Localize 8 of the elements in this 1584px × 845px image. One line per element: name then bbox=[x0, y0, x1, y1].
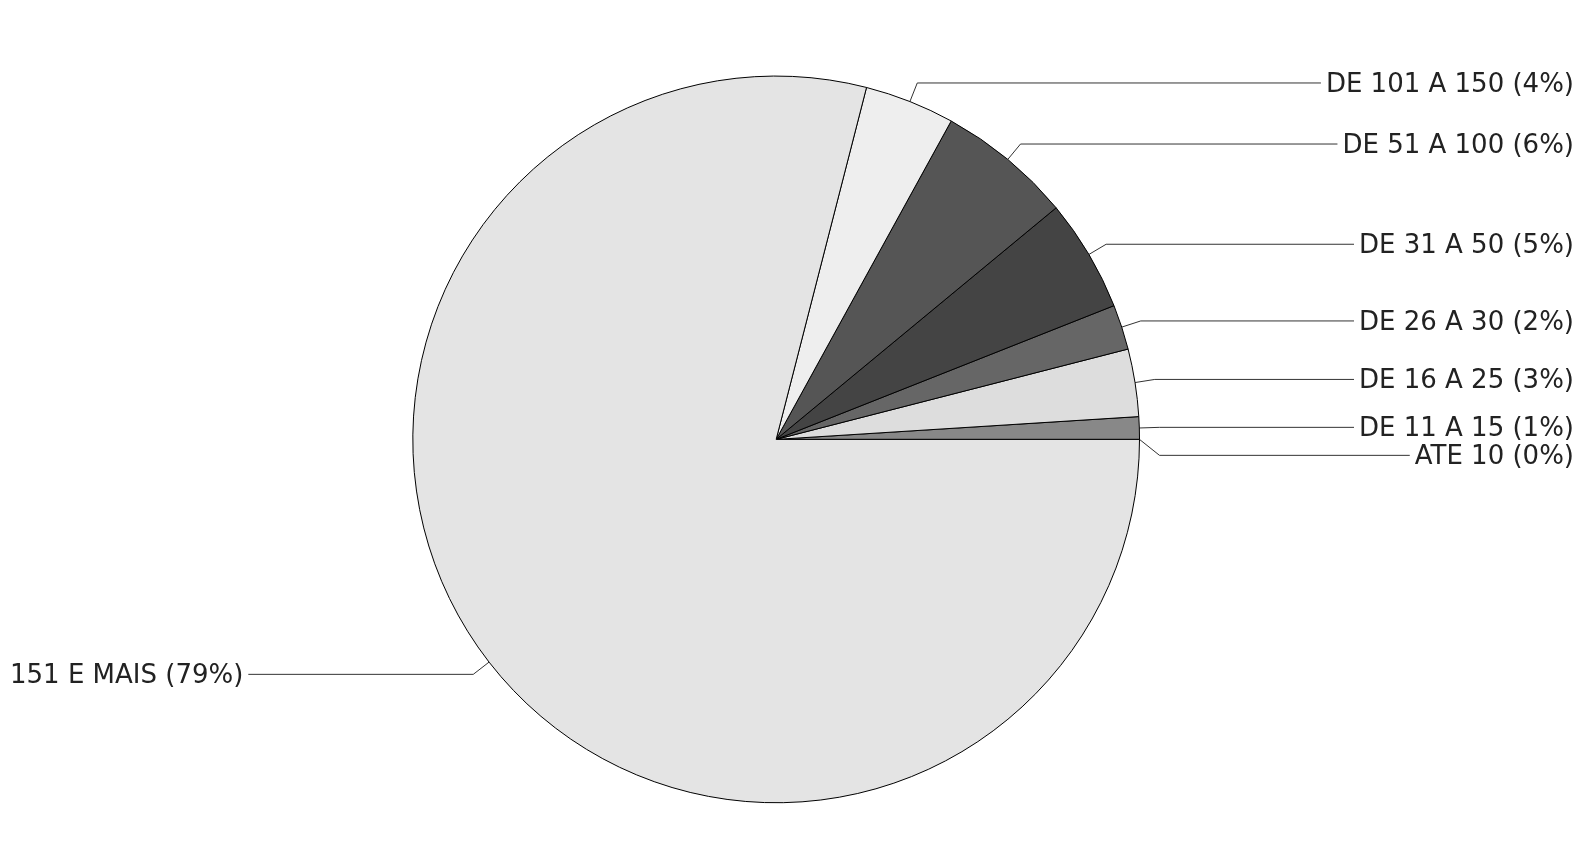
slice-label: DE 26 A 30 (2%) bbox=[1359, 305, 1574, 336]
slice-label: DE 51 A 100 (6%) bbox=[1342, 129, 1574, 160]
slice-label: DE 101 A 150 (4%) bbox=[1325, 67, 1574, 98]
slice-label: 151 E MAIS (79%) bbox=[10, 659, 244, 690]
slice-label: DE 31 A 50 (5%) bbox=[1359, 229, 1574, 260]
category-label: ATE 10 (0%) bbox=[1414, 440, 1574, 471]
slice-label: DE 16 A 25 (3%) bbox=[1359, 364, 1574, 395]
slice-label: DE 11 A 15 (1%) bbox=[1359, 412, 1574, 443]
